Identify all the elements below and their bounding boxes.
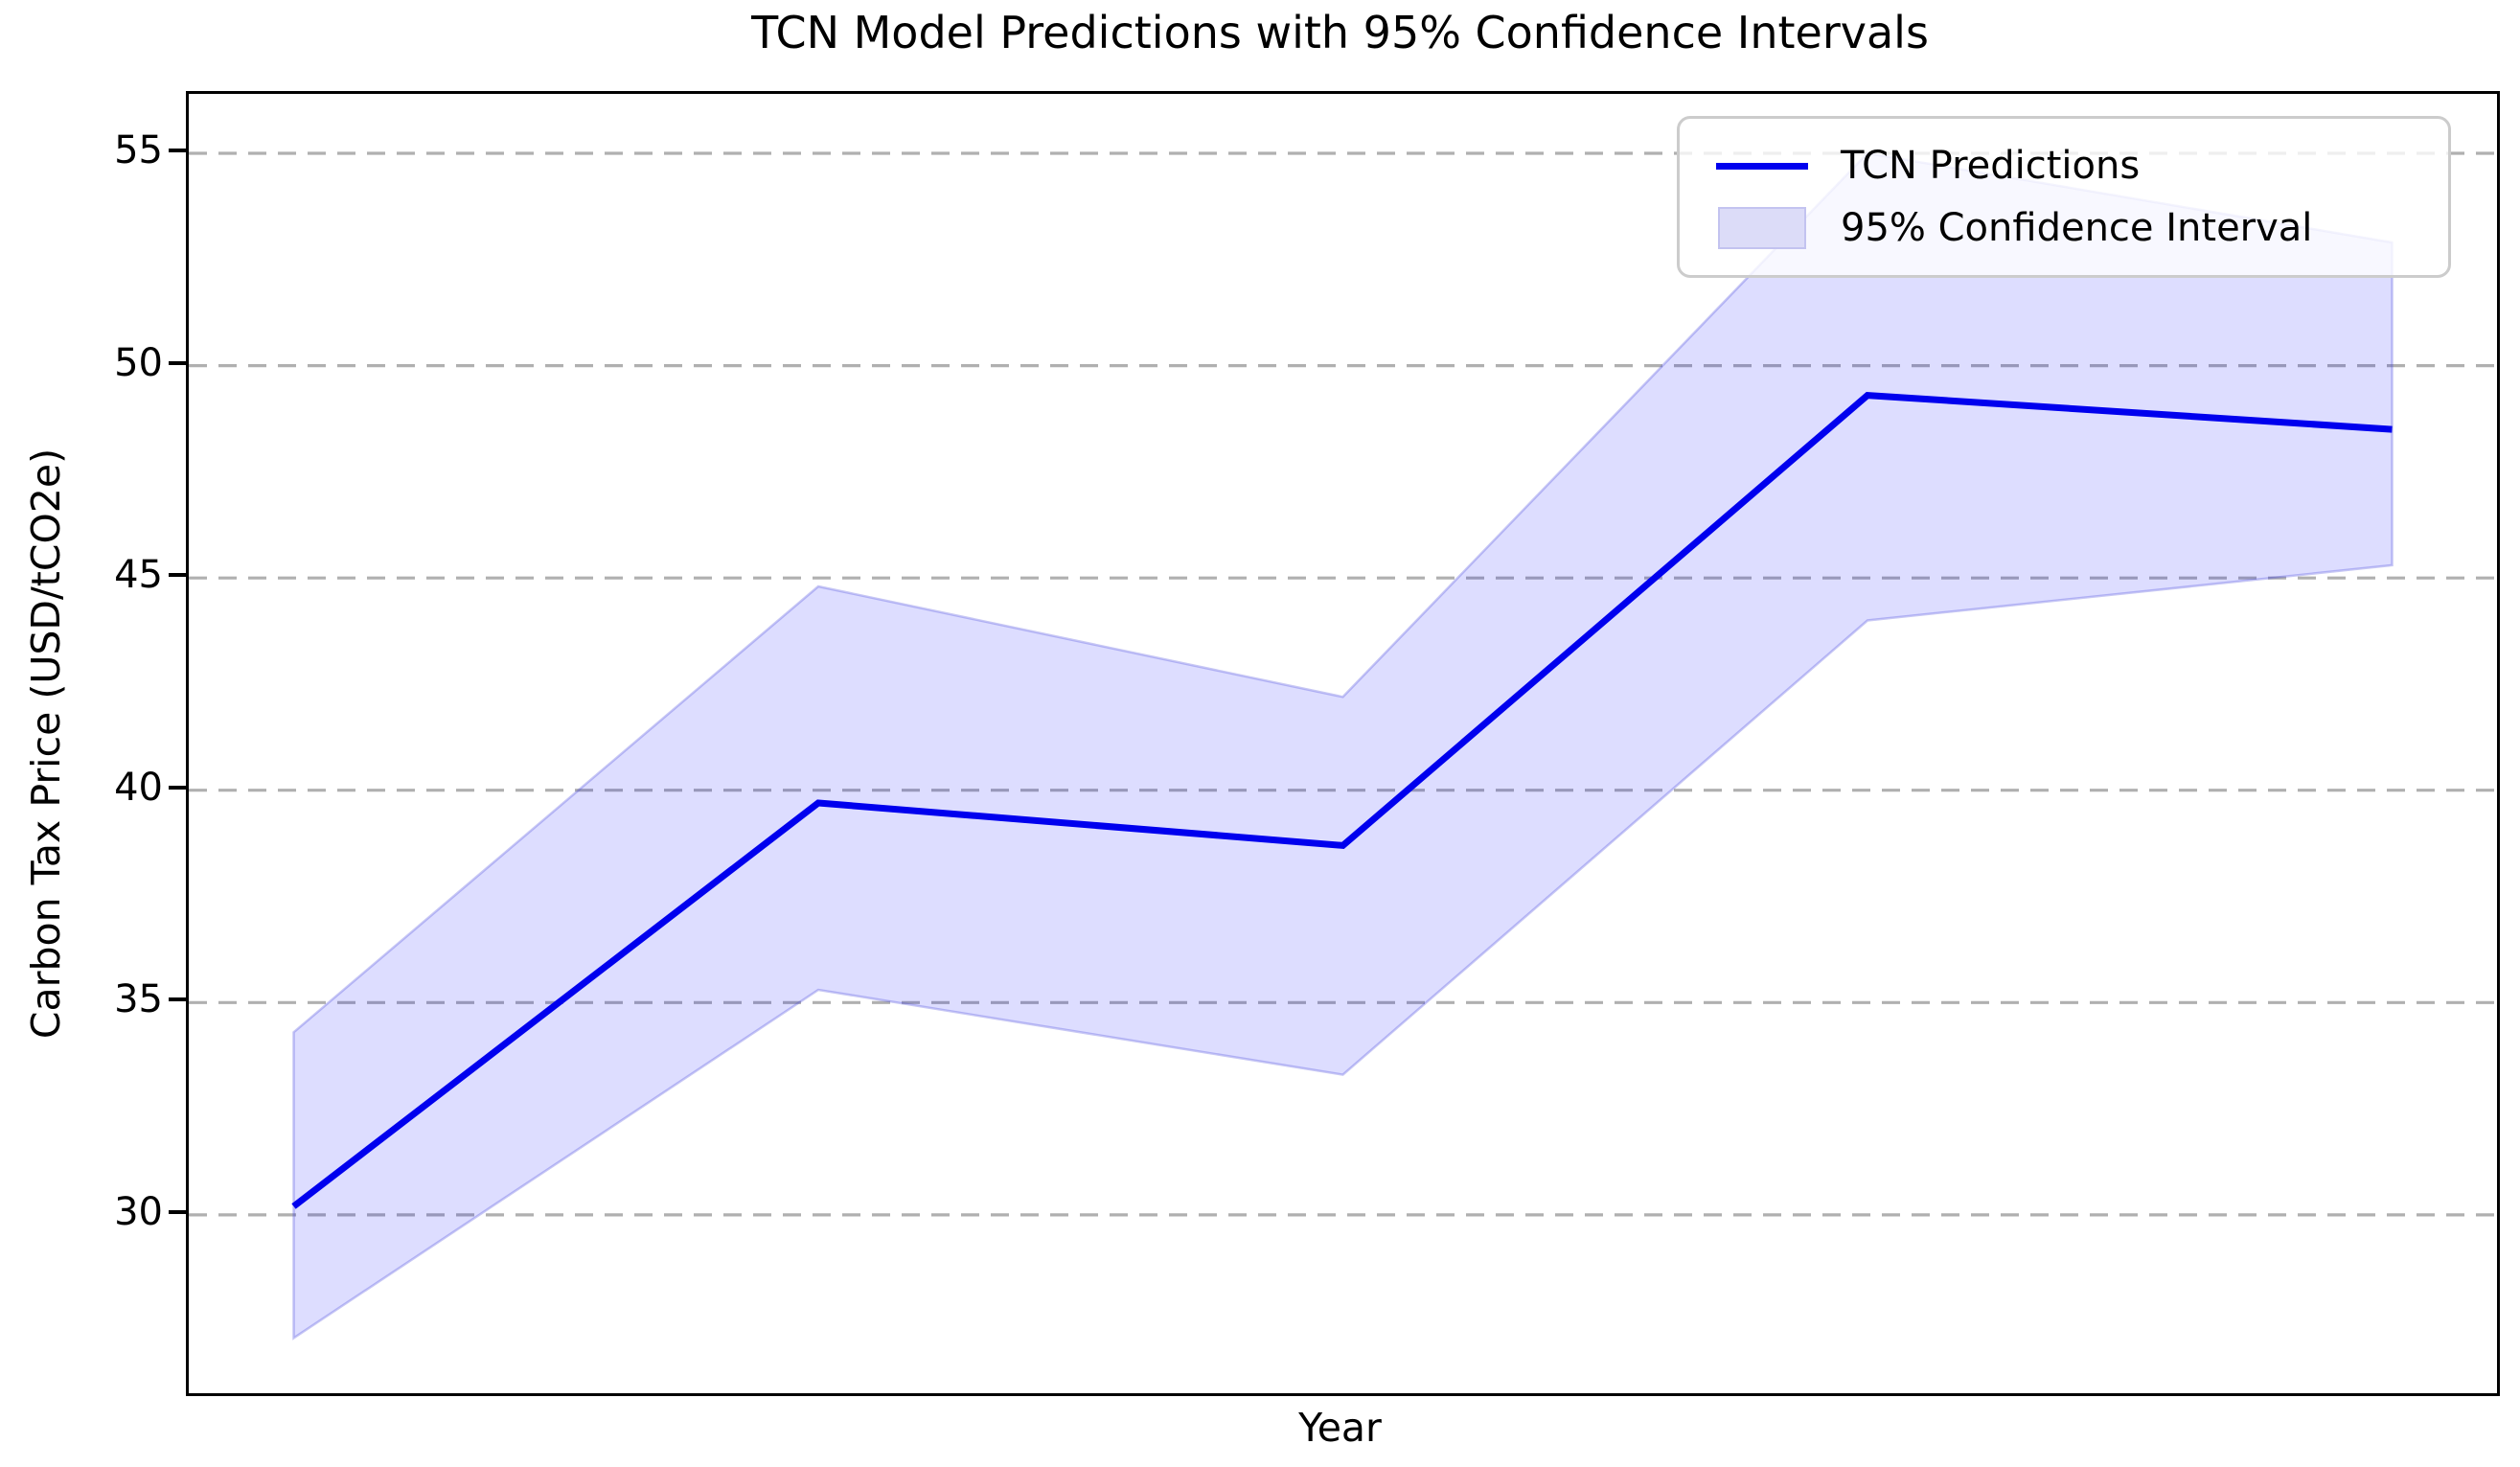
legend-line-swatch bbox=[1716, 162, 1808, 170]
y-tick-mark bbox=[169, 149, 186, 153]
plot-area bbox=[186, 91, 2500, 1396]
legend-entry-predictions: TCN Predictions bbox=[1716, 145, 2448, 187]
chart-canvas bbox=[189, 151, 2497, 1341]
prediction-line bbox=[291, 392, 2393, 1209]
y-tick-label: 30 bbox=[114, 1189, 163, 1234]
legend-label-predictions: TCN Predictions bbox=[1841, 144, 2141, 188]
y-tick-mark bbox=[169, 785, 186, 790]
y-tick-label: 55 bbox=[114, 128, 163, 173]
y-tick-mark bbox=[169, 360, 186, 365]
y-tick-label: 40 bbox=[114, 765, 163, 810]
legend-entry-confidence: 95% Confidence Interval bbox=[1716, 207, 2448, 249]
y-tick-label: 45 bbox=[114, 553, 163, 598]
y-tick-mark bbox=[169, 997, 186, 1002]
y-tick-label: 35 bbox=[114, 977, 163, 1022]
chart-title: TCN Model Predictions with 95% Confidenc… bbox=[751, 7, 1929, 58]
legend: TCN Predictions 95% Confidence Interval bbox=[1677, 116, 2451, 278]
y-tick-label: 50 bbox=[114, 340, 163, 385]
legend-label-confidence: 95% Confidence Interval bbox=[1841, 206, 2313, 250]
x-axis-label: Year bbox=[1298, 1405, 1382, 1451]
legend-patch-swatch bbox=[1716, 207, 1808, 249]
y-tick-mark bbox=[169, 573, 186, 578]
y-tick-mark bbox=[169, 1209, 186, 1214]
confidence-band bbox=[292, 151, 2394, 1341]
